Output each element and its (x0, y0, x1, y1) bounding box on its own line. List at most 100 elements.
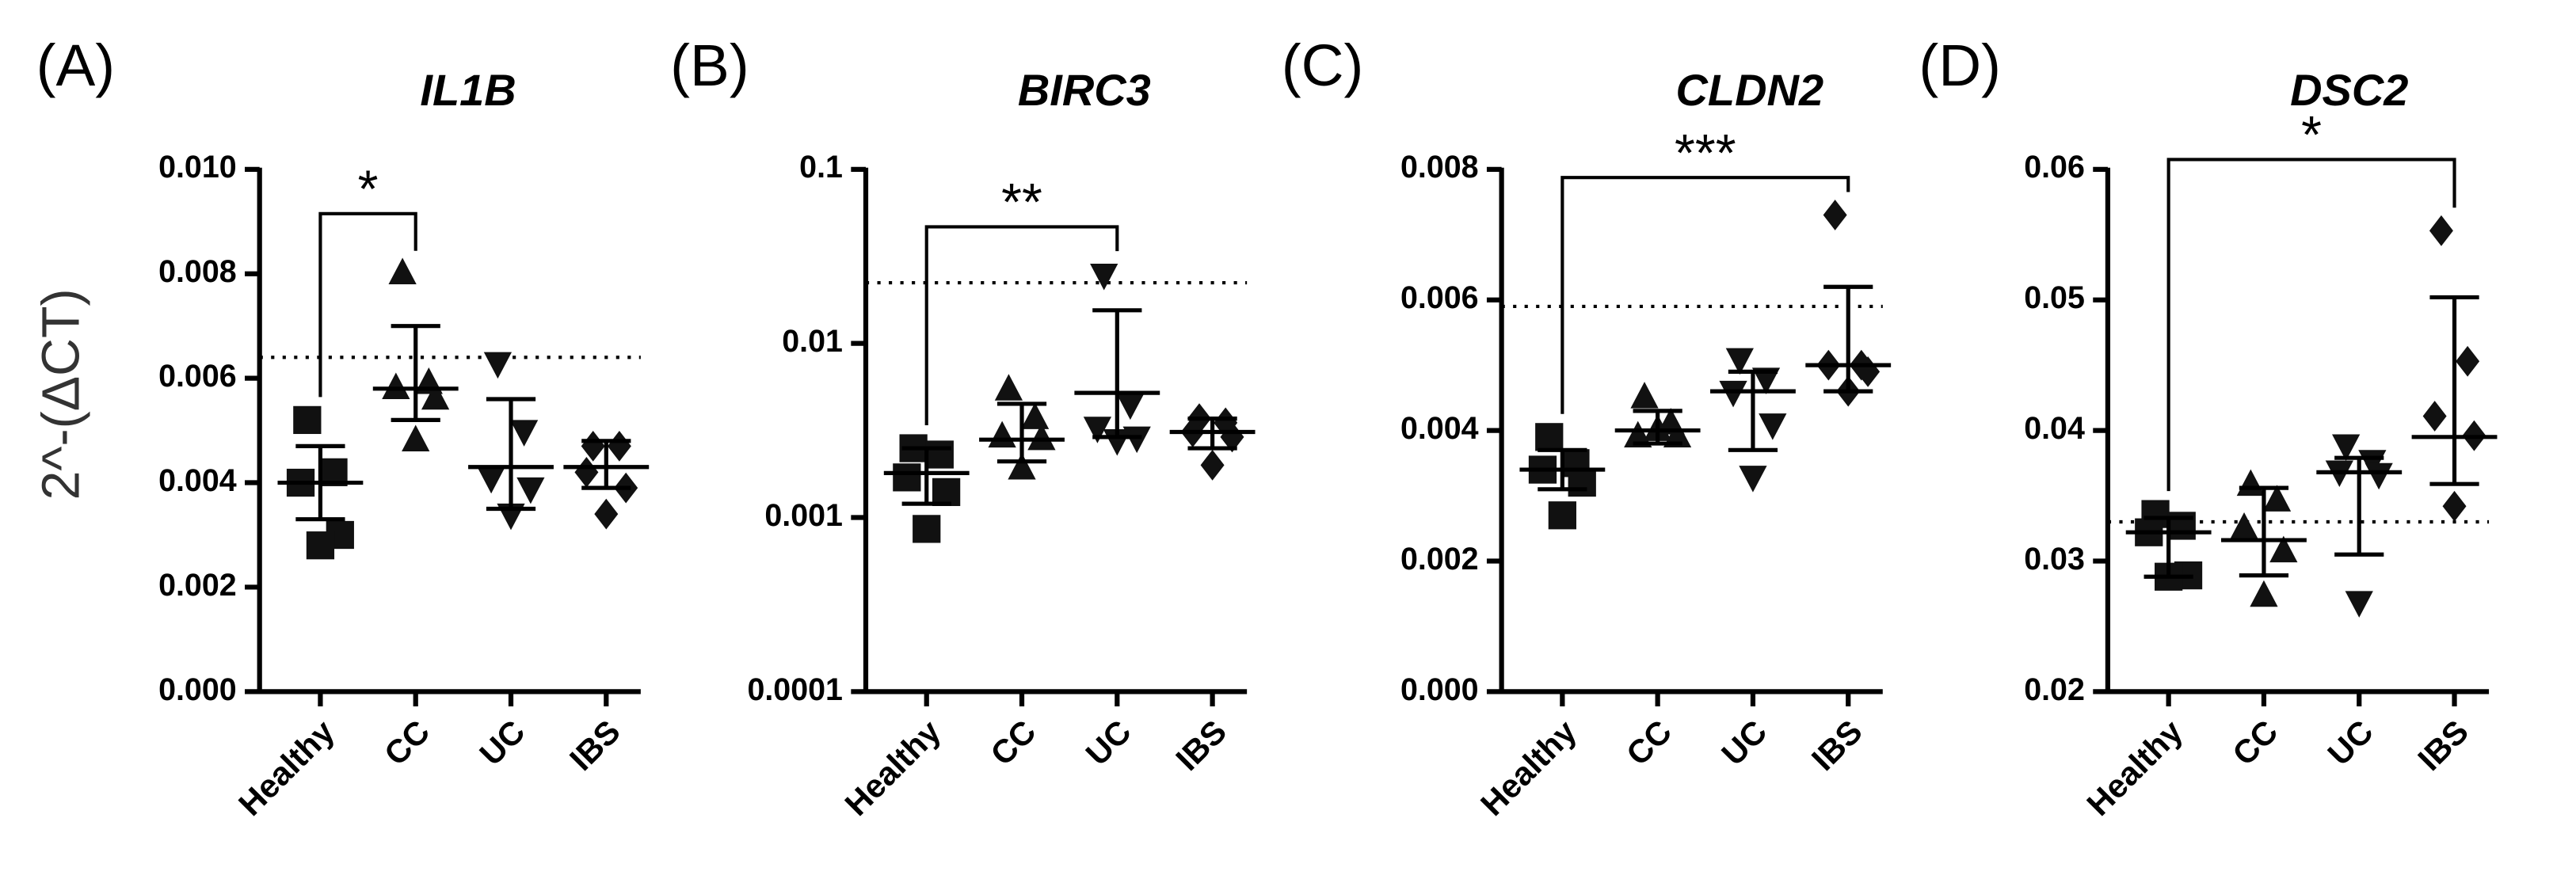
y-tick-label: 0.04 (2024, 411, 2085, 446)
y-tick-label: 0.008 (158, 254, 237, 289)
data-point (2429, 215, 2453, 246)
data-point (1630, 382, 1659, 409)
panel-label: (C) (1282, 32, 1364, 98)
error-bar (1728, 369, 1778, 452)
data-point (1751, 367, 1781, 394)
error-bar (2143, 516, 2193, 579)
data-point (1739, 466, 1767, 493)
x-tick-label: IBS (562, 713, 627, 778)
y-tick-label: 0.006 (1400, 280, 1479, 315)
data-point (1725, 348, 1754, 375)
x-tick-label: CC (983, 713, 1043, 773)
data-point (509, 420, 539, 447)
data-point (2456, 345, 2480, 377)
data-point (1027, 423, 1056, 451)
y-tick-label: 0.03 (2024, 542, 2085, 576)
x-tick-label: IBS (1168, 713, 1233, 778)
x-tick-label: UC (2320, 713, 2380, 773)
error-bar (996, 401, 1047, 464)
chart-title: DSC2 (2290, 65, 2408, 115)
y-tick-label: 0.004 (158, 463, 237, 498)
data-point (607, 430, 631, 462)
significance-label: *** (1675, 124, 1736, 183)
data-point (2250, 580, 2278, 607)
error-bar (2429, 295, 2479, 486)
data-point (1008, 452, 1036, 480)
data-point (913, 515, 941, 543)
x-tick-label: Healthy (1473, 713, 1583, 823)
y-tick-label: 0.004 (1400, 411, 1479, 446)
chart-title: IL1B (420, 65, 516, 115)
data-point (1759, 413, 1787, 440)
error-bar (486, 397, 536, 512)
significance-bracket (318, 211, 417, 398)
y-tick-label: 0.008 (1400, 150, 1479, 185)
x-tick-label: Healthy (2079, 713, 2189, 823)
data-point (2230, 512, 2258, 539)
data-point (1200, 449, 1225, 481)
y-tick-label: 0.0001 (747, 672, 842, 707)
data-point (1116, 393, 1145, 420)
data-point (483, 352, 513, 379)
data-point (2262, 485, 2292, 512)
data-point (988, 420, 1016, 448)
data-point (2236, 469, 2265, 497)
chart-title: CLDN2 (1675, 65, 1823, 115)
y-tick-label: 0.000 (1400, 672, 1479, 707)
data-point (2269, 535, 2298, 563)
significance-bracket (1560, 176, 1850, 414)
data-point (293, 405, 322, 435)
data-point (516, 477, 545, 504)
data-point (932, 478, 961, 507)
error-bar (391, 324, 440, 422)
x-tick-label: CC (2225, 713, 2285, 773)
y-tick-label: 0.001 (764, 498, 843, 533)
error-bar (901, 446, 951, 506)
y-tick-label: 0.006 (158, 359, 237, 394)
data-point (1823, 200, 1847, 230)
data-point (574, 456, 599, 488)
significance-bracket (924, 225, 1119, 425)
x-tick-label: IBS (1804, 713, 1869, 778)
data-point (2332, 434, 2361, 462)
error-bar (2239, 485, 2289, 578)
data-point (402, 424, 430, 452)
panel-label: (A) (36, 32, 116, 98)
x-tick-label: CC (377, 713, 437, 773)
data-point (382, 372, 410, 400)
chart-title: BIRC3 (1018, 65, 1151, 115)
y-tick-label: 0.05 (2024, 280, 2085, 315)
data-point (594, 498, 619, 530)
y-tick-label: 0.06 (2024, 150, 2085, 185)
x-tick-label: CC (1619, 713, 1679, 773)
data-point (1083, 417, 1112, 443)
x-tick-label: Healthy (837, 713, 947, 823)
y-tick-label: 0.1 (799, 150, 843, 185)
data-point (2345, 591, 2373, 618)
error-bar (1823, 284, 1873, 394)
data-point (306, 531, 335, 560)
data-point (2365, 462, 2393, 490)
error-bar (1092, 308, 1142, 440)
y-tick-label: 0.010 (158, 150, 237, 185)
data-point (994, 374, 1023, 401)
y-tick-label: 0.002 (158, 568, 237, 603)
data-point (1020, 402, 1050, 429)
data-point (1719, 380, 1747, 408)
data-point (477, 466, 505, 494)
x-tick-label: Healthy (231, 713, 341, 823)
data-point (2422, 401, 2447, 432)
data-point (925, 440, 954, 469)
y-tick-label: 0.000 (158, 672, 237, 707)
data-point (1535, 423, 1564, 451)
y-tick-label: 0.01 (782, 324, 843, 359)
data-point (1548, 501, 1576, 530)
x-tick-label: UC (1714, 713, 1774, 773)
significance-label: ** (1001, 173, 1042, 232)
data-point (1122, 426, 1151, 454)
x-tick-label: UC (472, 713, 532, 773)
significance-label: * (2301, 106, 2322, 165)
data-point (1090, 263, 1118, 291)
data-point (893, 463, 921, 492)
